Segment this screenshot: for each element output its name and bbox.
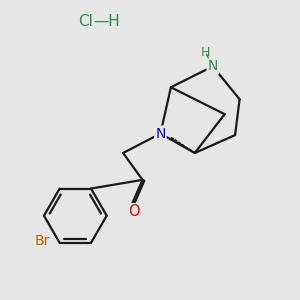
Text: H: H xyxy=(201,46,210,59)
Text: Br: Br xyxy=(35,234,50,248)
Text: Cl: Cl xyxy=(78,14,93,29)
Text: N: N xyxy=(208,59,218,74)
Text: —H: —H xyxy=(93,14,120,29)
Text: O: O xyxy=(128,204,140,219)
Text: N: N xyxy=(155,127,166,141)
